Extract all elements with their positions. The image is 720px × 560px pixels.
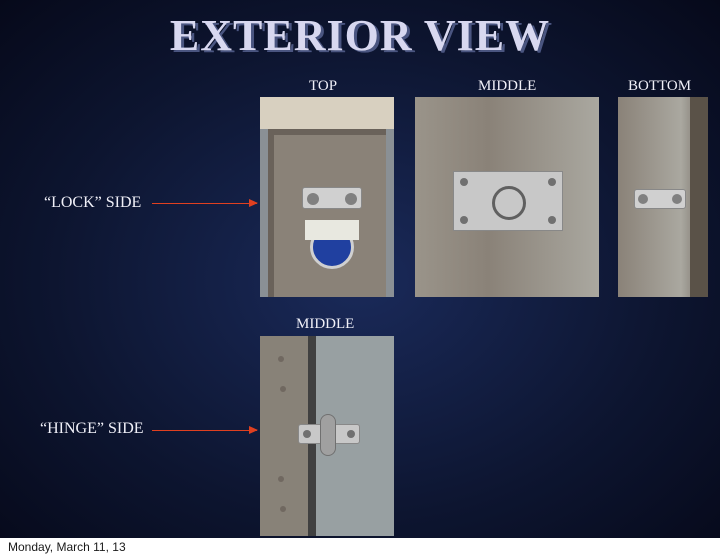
lock-plate-icon [453,171,563,231]
slide-title: EXTERIOR VIEW [170,10,550,61]
photo-middle [415,97,599,297]
footer-date: Monday, March 11, 13 [8,540,126,554]
hinge-pin-icon [320,414,336,456]
label-middle-lower: MIDDLE [296,316,354,333]
arrow-lock-side [152,203,257,204]
photo-top [260,97,394,297]
photo-bottom [618,97,708,297]
label-top: TOP [309,78,337,95]
label-lock-side: “LOCK” SIDE [44,194,141,212]
sticker-icon [310,225,354,269]
arrow-hinge-side [152,430,257,431]
lock-plate-icon [634,189,686,209]
label-hinge-side: “HINGE” SIDE [40,420,144,438]
lock-plate-icon [302,187,362,209]
label-bottom: BOTTOM [628,78,691,95]
label-middle-upper: MIDDLE [478,78,536,95]
photo-hinge-middle [260,336,394,536]
